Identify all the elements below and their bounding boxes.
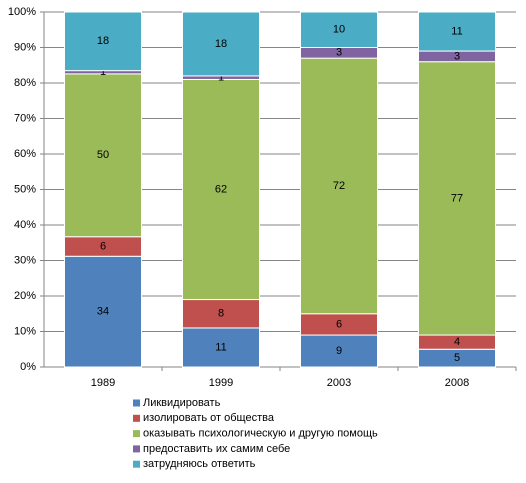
y-tick-label: 90% xyxy=(14,41,36,53)
legend-swatch xyxy=(133,460,140,468)
x-tick-label: 1989 xyxy=(91,377,115,389)
data-label: 6 xyxy=(336,318,342,330)
bar-segment xyxy=(64,11,142,72)
data-label: 72 xyxy=(333,180,345,192)
data-label: 11 xyxy=(215,341,226,353)
legend-swatch xyxy=(133,445,140,453)
bar-segment xyxy=(182,327,260,368)
bar-segment xyxy=(300,57,378,315)
data-label: 34 xyxy=(97,306,109,318)
legend-label: затрудняюсь ответить xyxy=(143,458,256,470)
legend-label: оказывать психологическую и другую помощ… xyxy=(143,428,378,440)
data-label: 4 xyxy=(454,336,460,348)
legend-swatch xyxy=(133,414,140,422)
y-tick-label: 60% xyxy=(14,148,36,160)
y-tick-label: 40% xyxy=(14,219,36,231)
y-tick-label: 80% xyxy=(14,77,36,89)
data-label: 8 xyxy=(218,308,224,320)
data-label: 77 xyxy=(451,192,463,204)
bar-segment xyxy=(300,11,378,48)
data-label: 3 xyxy=(454,50,460,62)
bar-segment xyxy=(182,11,260,77)
y-tick-label: 10% xyxy=(14,325,36,337)
bar-segment xyxy=(64,73,142,238)
x-tick-label: 2003 xyxy=(327,377,351,389)
bar-segment xyxy=(418,11,496,52)
data-label: 18 xyxy=(215,38,227,50)
legend-label: предоставить их самим себе xyxy=(143,443,290,455)
data-label: 11 xyxy=(451,25,462,37)
legend-label: изолировать от общества xyxy=(143,412,275,424)
y-tick-label: 0% xyxy=(20,361,36,373)
x-tick-label: 1999 xyxy=(209,377,233,389)
data-label: 50 xyxy=(97,149,109,161)
y-tick-label: 20% xyxy=(14,290,36,302)
data-label: 9 xyxy=(336,345,342,357)
y-tick-label: 70% xyxy=(14,112,36,124)
legend-label: Ликвидировать xyxy=(143,397,221,409)
bar-segment xyxy=(418,61,496,336)
data-label: 3 xyxy=(336,47,342,59)
y-tick-label: 50% xyxy=(14,183,36,195)
data-label: 6 xyxy=(100,240,106,252)
data-label: 18 xyxy=(97,35,109,47)
x-tick-label: 2008 xyxy=(445,377,469,389)
legend-swatch xyxy=(133,430,140,438)
legend-swatch xyxy=(133,399,140,407)
data-label: 5 xyxy=(454,352,460,364)
data-label: 1 xyxy=(218,72,224,84)
data-label: 10 xyxy=(333,24,345,36)
bar-segment xyxy=(182,78,260,301)
y-tick-label: 100% xyxy=(8,6,36,18)
y-tick-label: 30% xyxy=(14,254,36,266)
data-label: 1 xyxy=(100,66,106,78)
data-label: 62 xyxy=(215,183,227,195)
